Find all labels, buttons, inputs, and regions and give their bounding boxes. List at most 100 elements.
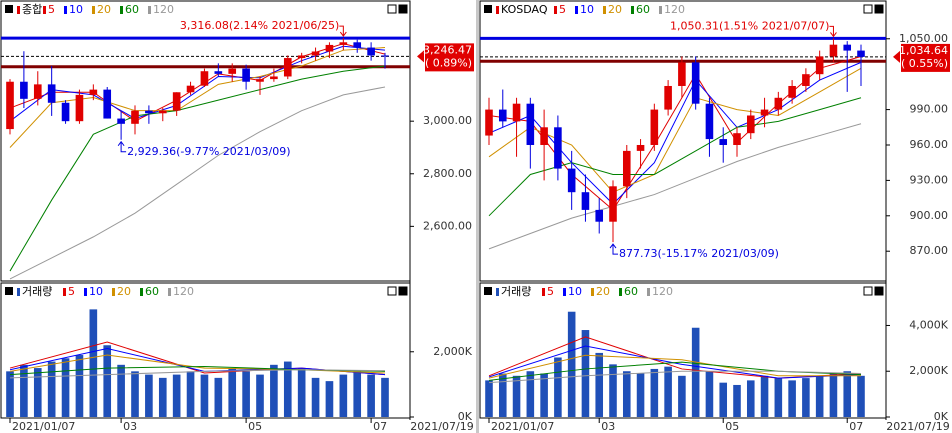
window-button — [874, 4, 884, 14]
legend-marker — [647, 288, 650, 296]
volume-bar — [353, 371, 362, 417]
legend-marker — [120, 6, 123, 14]
volume-bar — [554, 357, 562, 417]
candle-body — [746, 115, 755, 134]
legend-entry: 20 — [117, 285, 131, 298]
volume-bar — [650, 368, 659, 417]
volume-bar — [526, 371, 535, 417]
candle-body — [815, 56, 824, 75]
legend-marker — [112, 288, 115, 296]
volume-bar — [678, 375, 686, 417]
window-button — [387, 286, 397, 296]
volume-bar — [214, 377, 223, 417]
y-tick-label: 2,800.00 — [423, 167, 472, 180]
volume-bar — [857, 375, 865, 417]
legend-entry: 60 — [145, 285, 159, 298]
legend-marker — [64, 6, 67, 14]
legend-entry: 10 — [89, 285, 103, 298]
candle-body — [256, 79, 264, 82]
volume-bar — [829, 373, 838, 417]
volume-bar — [746, 380, 755, 417]
candle-body — [802, 74, 810, 86]
legend-entry: 60 — [125, 3, 139, 16]
volume-bar — [297, 368, 306, 417]
candle-body — [20, 81, 28, 99]
y-tick-label: 2,600.00 — [423, 219, 472, 232]
volume-bar — [485, 380, 493, 417]
high-arrow — [339, 25, 347, 37]
window-button — [387, 4, 397, 14]
y-tick-label: 1,050.00 — [899, 32, 948, 45]
ma-line — [9, 86, 386, 280]
candle-body — [172, 92, 181, 111]
last-pointer — [893, 50, 900, 63]
legend-entry: 5 — [68, 285, 75, 298]
volume-bar — [75, 355, 84, 417]
volume-bar — [89, 309, 98, 417]
legend-marker — [631, 6, 634, 14]
window-button — [398, 286, 408, 296]
window-button — [863, 4, 873, 14]
legend-marker — [542, 288, 545, 296]
candle-body — [567, 168, 576, 193]
volume-bar — [47, 361, 56, 417]
high-arrow — [829, 25, 837, 38]
y-tick-label: 960.00 — [910, 138, 949, 151]
legend-marker — [17, 6, 20, 14]
volume-bar — [760, 375, 769, 417]
legend-box — [5, 287, 13, 295]
low-arrow — [609, 243, 618, 255]
legend-marker — [496, 288, 499, 296]
last-box — [901, 43, 950, 72]
legend-marker — [148, 6, 151, 14]
legend-entry: 10 — [69, 3, 83, 16]
legend-marker — [554, 6, 557, 14]
candle-body — [89, 89, 98, 95]
change-value: ( 0.55%) — [901, 57, 948, 70]
candle-body — [297, 55, 306, 59]
legend-marker — [575, 6, 578, 14]
volume-bar — [595, 352, 604, 417]
legend-entry: 120 — [652, 285, 673, 298]
volume-bar — [381, 377, 389, 417]
legend-marker — [591, 288, 594, 296]
x-tick-label: 05 — [248, 420, 262, 433]
panel-separator — [476, 0, 479, 433]
candle-body — [6, 81, 14, 130]
volume-bar — [788, 380, 796, 417]
ma-line — [488, 370, 862, 384]
x-tick-label: 07 — [849, 420, 863, 433]
candle-body — [242, 68, 250, 82]
candle-body — [75, 94, 84, 122]
volume-bar — [733, 384, 741, 417]
volume-bar — [622, 371, 631, 417]
legend-entry: 60 — [636, 3, 650, 16]
y-tick-label: 870.00 — [910, 244, 949, 257]
volume-bar — [228, 368, 237, 417]
candle-body — [339, 42, 348, 45]
ma-line — [9, 369, 386, 379]
y-tick-label: 900.00 — [910, 209, 949, 222]
volume-bar — [498, 373, 507, 417]
x-tick-label: 07 — [373, 420, 387, 433]
candle-body — [843, 44, 852, 51]
volume-bar — [283, 361, 292, 417]
window-button — [874, 286, 884, 296]
volume-bar — [6, 371, 14, 417]
volume-bar — [117, 364, 125, 417]
candle-body — [311, 51, 320, 56]
candle-body — [145, 110, 153, 114]
candle-body — [733, 133, 741, 145]
candle-body — [498, 109, 507, 122]
candle-body — [609, 186, 617, 222]
ma-line — [9, 45, 386, 122]
last-value: 3,246.47 — [423, 43, 472, 56]
candle-body — [526, 103, 535, 145]
volume-bar — [367, 374, 375, 417]
legend-marker — [17, 288, 20, 296]
x-tick-label: 2021/01/07 — [491, 420, 554, 433]
legend-entry: 20 — [97, 3, 111, 16]
candle-body — [200, 71, 209, 86]
candle-body — [829, 44, 838, 57]
